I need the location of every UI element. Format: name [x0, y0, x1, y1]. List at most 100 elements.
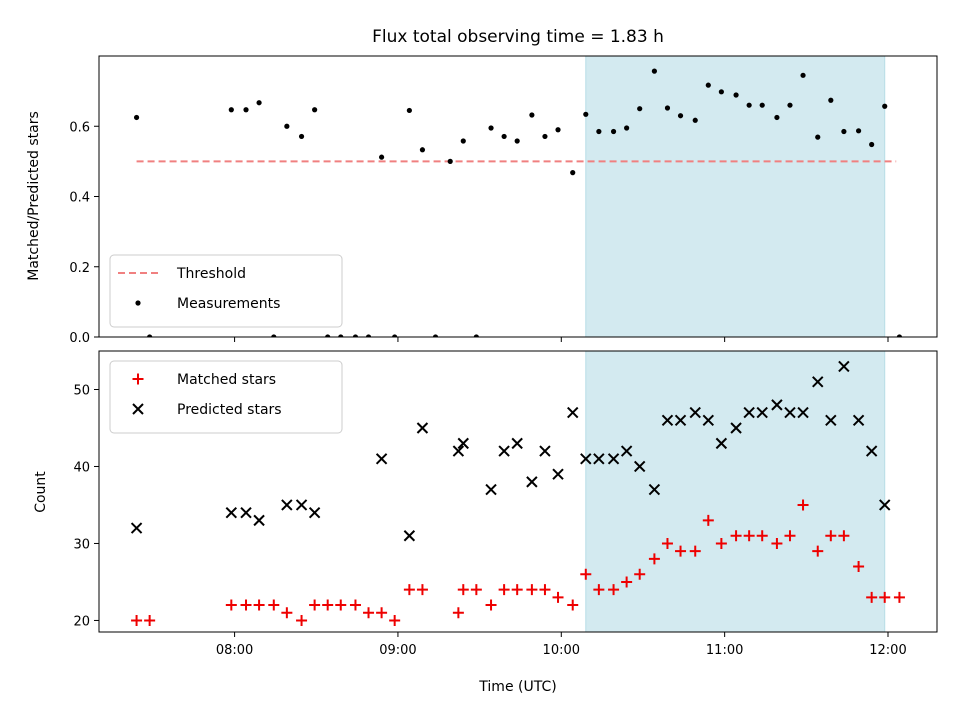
data-point — [633, 460, 646, 473]
y-tick-label: 40 — [73, 460, 90, 475]
data-point — [784, 530, 796, 542]
chart-title: Flux total observing time = 1.83 h — [372, 27, 664, 47]
data-point — [828, 97, 834, 103]
data-point — [648, 483, 661, 496]
legend-label: Measurements — [177, 296, 280, 312]
data-point — [514, 138, 520, 144]
data-point — [309, 599, 321, 611]
data-point — [733, 92, 739, 98]
data-point — [896, 334, 903, 337]
data-point — [853, 561, 865, 573]
data-point — [674, 414, 687, 426]
data-point — [580, 568, 592, 580]
data-point — [620, 445, 633, 457]
data-point — [865, 445, 878, 457]
data-point — [689, 406, 701, 419]
data-point — [352, 334, 359, 337]
data-point — [825, 530, 837, 542]
data-point — [349, 599, 361, 611]
data-point — [529, 112, 535, 118]
data-point — [452, 445, 465, 457]
data-point — [473, 334, 479, 337]
legend: Threshold Measurements — [109, 254, 343, 328]
data-point — [812, 376, 824, 388]
data-point — [661, 414, 674, 426]
y-tick-label: 0.0 — [69, 331, 90, 346]
data-point — [869, 141, 875, 148]
data-point — [879, 499, 891, 511]
legend-marker — [132, 403, 144, 415]
data-point — [416, 584, 428, 596]
data-point — [634, 568, 646, 580]
data-point — [800, 72, 806, 78]
data-point — [432, 334, 439, 337]
series-matched-stars — [131, 499, 905, 626]
data-point — [243, 107, 249, 113]
data-point — [457, 584, 469, 596]
shaded-span — [585, 350, 886, 633]
data-point — [312, 107, 318, 113]
data-point — [756, 530, 768, 542]
data-point — [447, 158, 453, 164]
data-point — [567, 599, 579, 611]
data-point — [689, 545, 701, 557]
data-point — [784, 406, 796, 419]
data-point — [375, 453, 388, 465]
data-point — [677, 113, 684, 119]
data-point — [648, 553, 660, 565]
data-point — [610, 128, 617, 135]
top-y-axis-label: Matched/Predicted stars — [26, 111, 42, 281]
legend: Matched stars Predicted stars — [109, 360, 343, 434]
series-predicted-stars — [130, 360, 891, 542]
data-point — [787, 102, 793, 108]
data-point — [365, 334, 372, 337]
data-point — [526, 584, 538, 596]
data-point — [608, 584, 620, 596]
data-point — [580, 453, 592, 465]
data-point — [852, 414, 865, 426]
x-tick-label: 11:00 — [706, 643, 743, 658]
data-point — [893, 591, 905, 603]
data-point — [730, 422, 742, 434]
data-point — [774, 114, 780, 121]
data-point — [131, 614, 143, 626]
legend-marker — [135, 300, 141, 306]
data-point — [281, 499, 293, 511]
plot-area — [133, 68, 903, 337]
data-point — [225, 599, 237, 611]
legend-label: Predicted stars — [177, 402, 282, 418]
data-point — [539, 584, 551, 596]
data-point — [675, 545, 687, 557]
data-point — [240, 506, 252, 519]
data-point — [607, 453, 620, 465]
data-point — [271, 334, 277, 337]
data-point — [661, 537, 673, 549]
data-point — [651, 68, 657, 74]
data-point — [570, 170, 576, 176]
data-point — [284, 123, 290, 129]
axes-frame — [98, 350, 938, 633]
data-point — [583, 111, 589, 117]
legend-label: Matched stars — [177, 372, 276, 388]
data-point — [511, 584, 523, 596]
data-point — [452, 607, 464, 619]
data-point — [702, 514, 714, 526]
data-point — [825, 414, 837, 426]
y-tick-label: 50 — [73, 383, 90, 398]
data-point — [552, 591, 564, 603]
data-point — [406, 107, 412, 114]
data-point — [692, 117, 698, 123]
data-point — [759, 102, 765, 108]
data-point — [225, 506, 238, 519]
data-point — [389, 614, 401, 626]
legend-label: Threshold — [176, 266, 246, 282]
data-point — [296, 614, 308, 626]
plot-area — [130, 360, 905, 626]
y-tick-label: 0.2 — [69, 261, 90, 276]
bottom-y-axis-label: Count — [33, 471, 49, 513]
data-point — [363, 607, 375, 619]
data-point — [298, 133, 305, 140]
data-point — [392, 334, 398, 337]
data-point — [715, 437, 728, 450]
data-point — [416, 422, 429, 434]
